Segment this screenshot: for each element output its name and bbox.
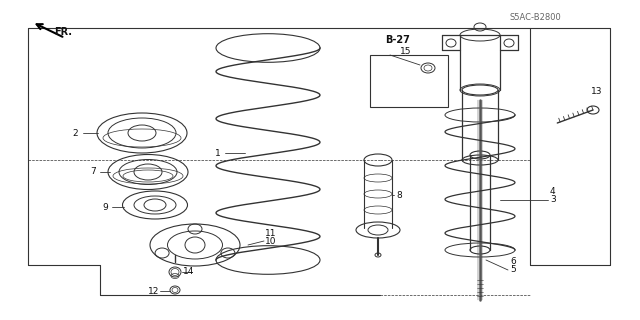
Text: 8: 8	[396, 190, 402, 199]
Text: 14: 14	[183, 268, 195, 276]
Text: 4: 4	[550, 188, 556, 196]
Text: S5AC-B2800: S5AC-B2800	[510, 13, 562, 22]
Text: 10: 10	[265, 236, 276, 245]
Text: 9: 9	[102, 203, 108, 212]
Text: 1: 1	[215, 148, 221, 157]
Text: 13: 13	[591, 87, 602, 97]
Text: FR.: FR.	[54, 27, 72, 37]
Bar	[370, 55, 448, 107]
Text: 15: 15	[400, 47, 412, 57]
Text: 7: 7	[90, 167, 96, 177]
Text: 3: 3	[550, 196, 556, 204]
Text: 11: 11	[265, 228, 276, 237]
Text: 6: 6	[510, 258, 516, 267]
Text: 12: 12	[148, 286, 159, 295]
Text: 2: 2	[72, 129, 77, 138]
Text: B-27: B-27	[385, 35, 410, 45]
Text: 5: 5	[510, 266, 516, 275]
